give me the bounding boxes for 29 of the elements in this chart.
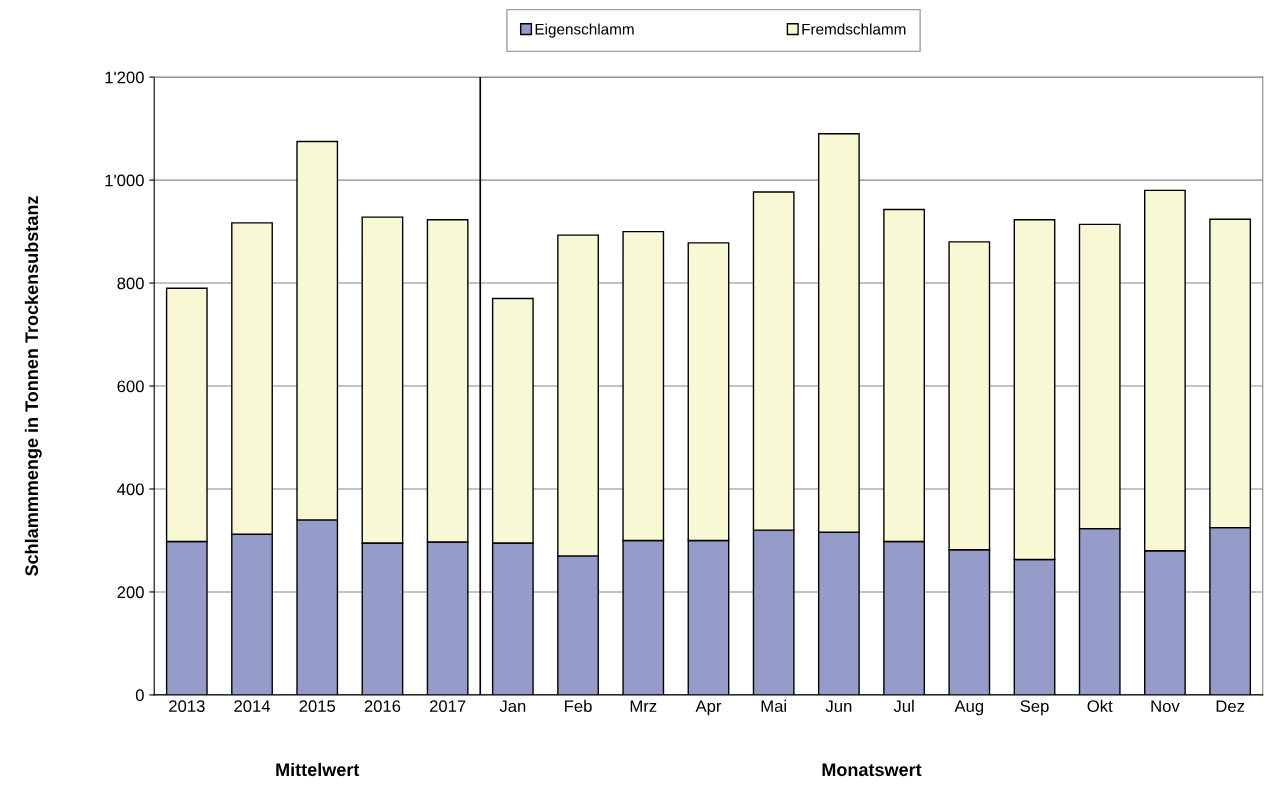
x-tick-label: 2017 [429,700,466,713]
x-tick-label: Aug [954,700,984,716]
x-tick-label: Mrz [630,700,657,712]
y-tick-label: 400 [117,483,144,496]
x-tick-label: Apr [695,700,722,716]
x-tick-label: Mai [761,699,786,713]
x-tick-label: Feb [565,699,592,713]
y-axis-title: Schlammmenge in Tonnen Trockensubstanz [24,196,42,576]
x-tick-label: Dez [1216,700,1245,713]
x-tick-label: Jun [825,700,852,713]
x-tick-label: 2015 [299,700,336,713]
legend-label: Eigenschlamm [535,23,634,38]
y-tick-label: 200 [117,586,144,599]
y-tick-label: 800 [117,277,144,290]
text: Monatswert [822,763,922,777]
x-tick-label: 2016 [364,700,401,713]
y-tick-label: 1'000 [105,174,144,187]
y-tick-label: 1'200 [105,71,144,84]
y-tick-label: 600 [117,380,144,393]
x-tick-label: Jul [893,699,914,713]
x-tick-label: 2014 [234,700,271,713]
y-tick-label: 0 [135,689,144,702]
x-tick-label: Sep [1020,700,1049,716]
x-tick-label: Okt [1087,699,1113,713]
legend-label: Fremdschlamm [802,23,906,35]
x-tick-label: Jan [499,700,526,713]
x-tick-label: Nov [1151,700,1180,713]
x-tick-label: 2013 [169,700,205,713]
text: Mittelwert [276,762,360,777]
